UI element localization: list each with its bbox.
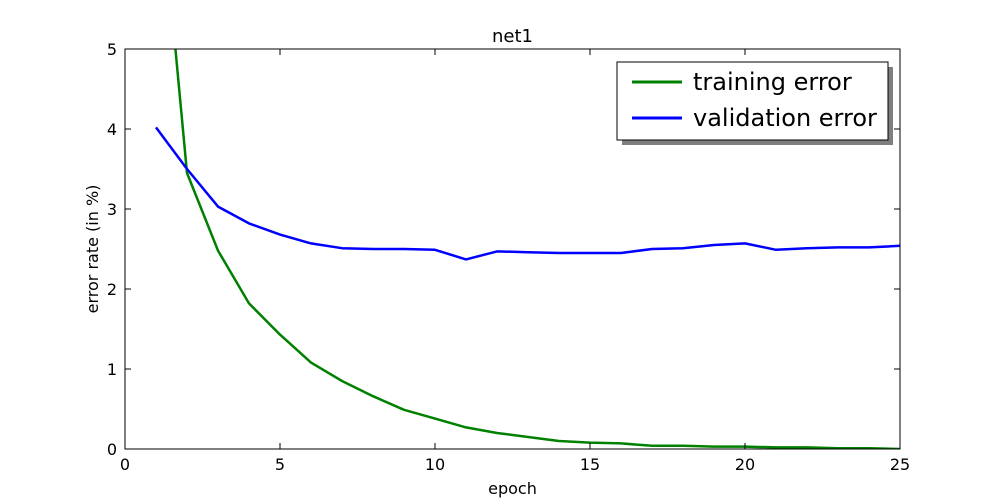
x-tick-label-3: 15	[580, 455, 600, 474]
y-tick-label-1: 1	[107, 360, 117, 379]
y-axis-label: error rate (in %)	[83, 185, 102, 314]
x-axis-label: epoch	[488, 479, 537, 498]
series-layer	[154, 49, 900, 449]
y-tick-label-5: 5	[107, 40, 117, 59]
ticks-layer: 0 5 10 15 20 25 0 1 2 3 4 5	[107, 40, 910, 474]
y-tick-label-2: 2	[107, 280, 117, 299]
legend: training error validation error	[616, 61, 893, 145]
y-tick-label-0: 0	[107, 440, 117, 459]
y-tick-label-4: 4	[107, 120, 117, 139]
legend-label-validation: validation error	[693, 104, 877, 132]
x-tick-label-0: 0	[120, 455, 130, 474]
legend-box	[616, 61, 889, 141]
x-tick-label-4: 20	[735, 455, 755, 474]
series-line-0	[174, 49, 900, 449]
chart-title: net1	[492, 26, 533, 47]
series-line-1	[154, 126, 900, 261]
x-tick-label-5: 25	[890, 455, 910, 474]
x-tick-label-1: 5	[275, 455, 285, 474]
legend-label-training: training error	[693, 68, 852, 96]
x-tick-label-2: 10	[425, 455, 445, 474]
plot-frame	[124, 48, 901, 450]
y-tick-label-3: 3	[107, 200, 117, 219]
